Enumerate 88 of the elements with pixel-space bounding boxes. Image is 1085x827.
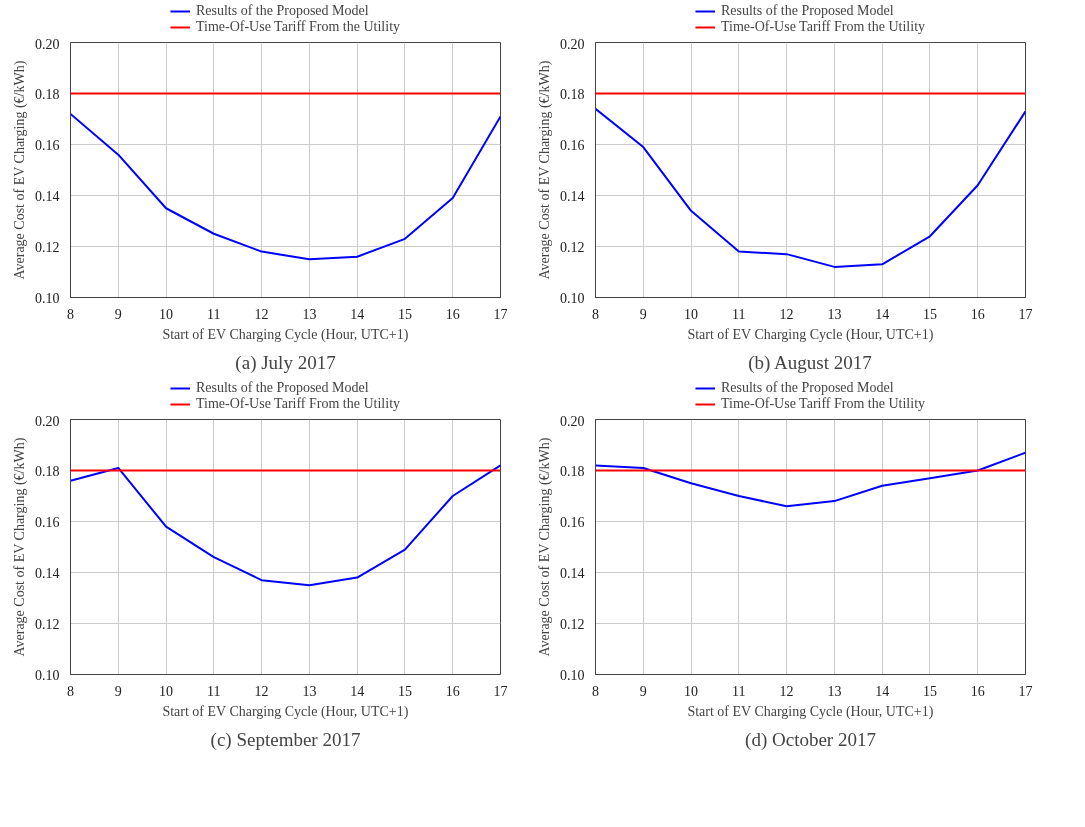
x-tick-label: 8 [592,683,599,699]
y-tick-label: 0.16 [35,137,60,153]
legend-label: Time-Of-Use Tariff From the Utility [720,396,926,412]
x-axis-title: Start of EV Charging Cycle (Hour, UTC+1) [162,703,409,720]
x-tick-label: 15 [397,683,412,699]
x-tick-label: 12 [254,683,269,699]
y-tick-label: 0.10 [560,290,585,306]
y-tick-label: 0.16 [35,514,60,530]
y-tick-label: 0.14 [35,188,60,204]
y-tick-label: 0.12 [560,616,585,632]
x-tick-label: 14 [875,306,890,322]
x-axis-title: Start of EV Charging Cycle (Hour, UTC+1) [687,703,934,720]
legend-label: Time-Of-Use Tariff From the Utility [195,396,401,412]
y-axis-title: Average Cost of EV Charging (€/kWh) [12,60,28,280]
x-tick-label: 17 [493,306,508,322]
x-tick-label: 9 [639,683,647,699]
line-series [595,451,1026,508]
x-tick-label: 14 [875,683,890,699]
x-tick-label: 9 [114,683,122,699]
x-tick-label: 8 [67,683,74,699]
x-tick-label: 11 [207,683,221,699]
y-tick-label: 0.18 [560,86,585,102]
y-tick-label: 0.14 [560,565,585,581]
x-tick-label: 11 [207,306,221,322]
line-series [595,107,1026,268]
text: (a) July 2017 [235,351,336,374]
y-tick-label: 0.14 [560,188,585,204]
y-axis-title: Average Cost of EV Charging (€/kWh) [537,437,553,657]
y-tick-label: 0.20 [560,413,585,429]
x-tick-label: 13 [827,306,842,322]
y-tick-label: 0.16 [560,137,585,153]
x-tick-label: 11 [732,306,746,322]
x-tick-label: 10 [159,306,174,322]
x-tick-label: 16 [445,306,460,322]
y-tick-label: 0.12 [560,239,585,255]
x-tick-label: 13 [302,683,317,699]
x-tick-label: 12 [254,306,269,322]
x-tick-label: 17 [493,683,508,699]
y-tick-label: 0.12 [35,239,60,255]
line-series [70,464,501,587]
x-tick-label: 16 [970,306,985,322]
x-tick-label: 12 [779,306,794,322]
x-tick-label: 15 [922,683,937,699]
x-tick-label: 16 [970,683,985,699]
y-tick-label: 0.12 [35,616,60,632]
x-tick-label: 14 [350,306,365,322]
x-tick-label: 13 [827,683,842,699]
x-tick-label: 9 [639,306,647,322]
legend-label: Results of the Proposed Model [195,380,369,396]
x-tick-label: 8 [67,306,74,322]
text: (d) October 2017 [745,728,876,751]
y-axis-title: Average Cost of EV Charging (€/kWh) [537,60,553,280]
y-tick-label: 0.10 [35,290,60,306]
y-tick-label: 0.18 [560,463,585,479]
x-tick-label: 12 [779,683,794,699]
x-tick-label: 11 [732,683,746,699]
legend-label: Results of the Proposed Model [720,380,894,396]
y-tick-label: 0.16 [560,514,585,530]
x-tick-label: 10 [684,683,699,699]
y-tick-label: 0.18 [35,86,60,102]
legend-label: Results of the Proposed Model [195,3,369,19]
x-tick-label: 13 [302,306,317,322]
y-tick-label: 0.20 [560,36,585,52]
y-axis-title: Average Cost of EV Charging (€/kWh) [12,437,28,657]
legend-label: Time-Of-Use Tariff From the Utility [195,19,401,35]
x-tick-label: 10 [159,683,174,699]
y-tick-label: 0.20 [35,36,60,52]
x-axis-title: Start of EV Charging Cycle (Hour, UTC+1) [687,326,934,343]
y-tick-label: 0.10 [560,667,585,683]
text: (c) September 2017 [210,728,361,751]
x-tick-label: 15 [397,306,412,322]
x-tick-label: 17 [1018,683,1033,699]
y-tick-label: 0.20 [35,413,60,429]
x-tick-label: 17 [1018,306,1033,322]
x-axis-title: Start of EV Charging Cycle (Hour, UTC+1) [162,326,409,343]
x-tick-label: 14 [350,683,365,699]
x-tick-label: 8 [592,306,599,322]
x-tick-label: 16 [445,683,460,699]
y-tick-label: 0.10 [35,667,60,683]
x-tick-label: 10 [684,306,699,322]
line-series [70,112,501,261]
x-tick-label: 9 [114,306,122,322]
legend-label: Time-Of-Use Tariff From the Utility [720,19,926,35]
y-tick-label: 0.14 [35,565,60,581]
text: (b) August 2017 [748,351,872,374]
y-tick-label: 0.18 [35,463,60,479]
legend-label: Results of the Proposed Model [720,3,894,19]
x-tick-label: 15 [922,306,937,322]
